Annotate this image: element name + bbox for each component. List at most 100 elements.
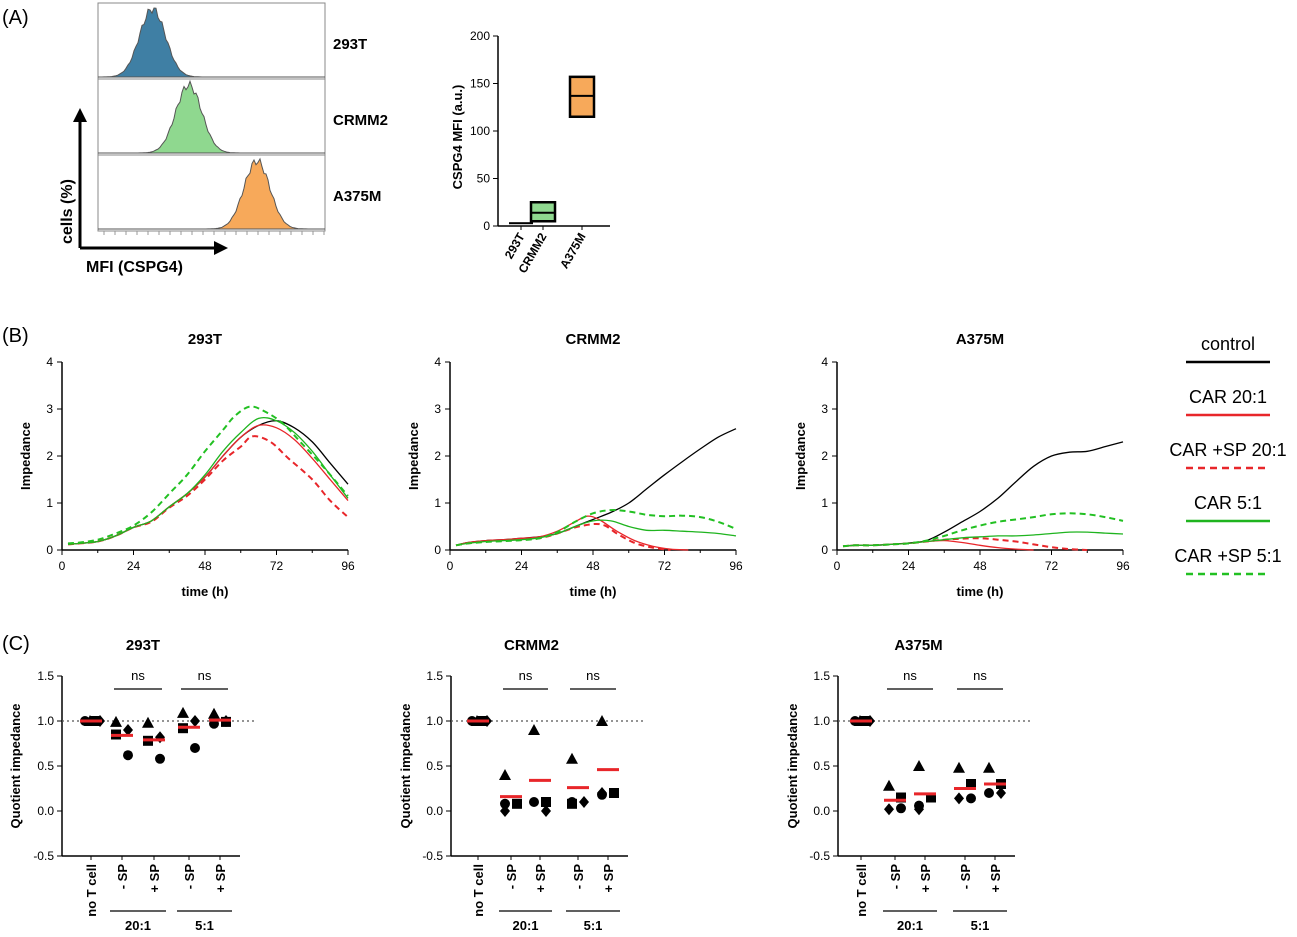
histogram-peak — [98, 7, 325, 78]
y-axis-label: Quotient impedance — [8, 704, 23, 829]
marker-diamond — [954, 792, 964, 805]
legend-label: CAR 20:1 — [1189, 387, 1267, 407]
legend: control CAR 20:1 CAR +SP 20:1 CAR 5:1 CAR +S… — [1169, 334, 1287, 576]
legend-label: CAR +SP 20:1 — [1169, 440, 1286, 460]
x-axis-label: time (h) — [182, 584, 229, 599]
marker-circle — [896, 803, 906, 814]
group-label: 20:1 — [125, 918, 151, 933]
marker-circle — [529, 797, 539, 807]
y-tick-label: 50 — [477, 172, 491, 186]
x-tick-label: 72 — [1045, 559, 1059, 573]
y-axis-label: Impedance — [793, 422, 808, 490]
marker-triangle — [177, 706, 189, 718]
x-tick-label: - SP — [888, 864, 903, 890]
marker-circle — [567, 797, 577, 807]
impedance-chart-a375m: A375M 0 1 2 3 4 0 24 48 72 96 time (h) Impedance — [793, 331, 1130, 599]
chart-title: A375M — [894, 637, 942, 654]
marker-triangle — [528, 724, 540, 735]
y-tick-label: 1.5 — [37, 669, 54, 683]
y-axis-label: CSPG4 MFI (a.u.) — [450, 85, 465, 190]
x-axis-label: time (h) — [570, 584, 617, 599]
marker-circle — [123, 750, 133, 761]
group-label: 5:1 — [195, 918, 214, 933]
y-tick-label: 2 — [434, 449, 441, 463]
series-line-car-sp-5-1 — [67, 405, 349, 545]
x-tick-label: 0 — [59, 559, 66, 573]
quotient-chart-293t: 293T -0.5 0.0 0.5 1.0 1.5 Quotient impedance no… — [8, 637, 256, 933]
histogram-peak — [98, 157, 325, 230]
y-axis-label: Impedance — [18, 422, 33, 490]
panel-label-c: (C) — [2, 633, 30, 655]
legend-label: CAR +SP 5:1 — [1174, 546, 1281, 566]
x-tick-label: 72 — [658, 559, 672, 573]
y-tick-label: 100 — [470, 124, 490, 138]
series-line-car-20-1 — [67, 424, 349, 546]
series-line-car-sp-20-1 — [842, 537, 1088, 551]
y-tick-label: 4 — [821, 355, 828, 369]
arrowhead — [73, 108, 87, 122]
series-line-car-5-1 — [67, 416, 349, 546]
significance-label: ns — [586, 668, 600, 683]
quotient-chart-crmm2: CRMM2 -0.5 0.0 0.5 1.0 1.5 Quotient impedance n… — [398, 637, 644, 933]
marker-triangle — [110, 715, 122, 727]
legend-label: CAR 5:1 — [1194, 493, 1262, 513]
marker-diamond — [123, 724, 133, 736]
marker-square — [512, 798, 522, 809]
x-tick-label: 0 — [834, 559, 841, 573]
marker-triangle — [499, 769, 511, 780]
series-line-car-sp-5-1 — [455, 509, 737, 547]
x-tick-label: + SP — [533, 864, 548, 893]
y-tick-label: 0.0 — [37, 804, 54, 818]
histogram-sample-label: A375M — [333, 188, 381, 205]
marker-square — [221, 716, 231, 727]
histogram-x-label: MFI (CSPG4) — [86, 259, 183, 276]
chart-title: 293T — [188, 331, 222, 348]
y-tick-label: 1.0 — [37, 714, 54, 728]
marker-circle — [984, 788, 994, 798]
series-line-control — [842, 441, 1124, 547]
marker-triangle — [883, 779, 895, 791]
x-tick-label: - SP — [571, 864, 586, 890]
y-tick-label: 4 — [434, 355, 441, 369]
x-tick-label: A375M — [557, 231, 588, 272]
y-axis-label: Quotient impedance — [785, 704, 800, 829]
x-tick-label: 24 — [127, 559, 141, 573]
significance-label: ns — [973, 668, 987, 683]
marker-circle — [966, 793, 976, 804]
marker-circle — [190, 743, 200, 753]
marker-square — [926, 792, 936, 803]
y-tick-label: 1.0 — [426, 714, 443, 728]
x-tick-label: 0 — [447, 559, 454, 573]
series-line-car-sp-20-1 — [67, 435, 349, 546]
y-tick-label: 150 — [470, 77, 490, 91]
y-tick-label: 0.5 — [426, 759, 443, 773]
x-tick-label: + SP — [918, 864, 933, 893]
marker-triangle — [596, 715, 608, 726]
x-tick-label: 48 — [973, 559, 987, 573]
series-line-control — [67, 420, 349, 546]
y-tick-label: 3 — [46, 402, 53, 416]
marker-triangle — [142, 716, 154, 728]
y-tick-label: 1 — [821, 496, 828, 510]
marker-diamond — [996, 787, 1006, 799]
marker-square — [896, 792, 906, 803]
marker-diamond — [884, 803, 894, 816]
quotient-chart-a375m: A375M -0.5 0.0 0.5 1.0 1.5 Quotient impedance n… — [785, 637, 1031, 933]
x-tick-label: 24 — [515, 559, 529, 573]
x-tick-label: - SP — [958, 864, 973, 890]
arrowhead — [214, 241, 228, 255]
y-tick-label: -0.5 — [33, 849, 54, 863]
y-axis-label: Impedance — [406, 422, 421, 490]
significance-label: ns — [198, 668, 212, 683]
marker-square — [609, 788, 619, 798]
group-label: 20:1 — [897, 918, 923, 933]
y-tick-label: 0.0 — [426, 804, 443, 818]
legend-label: control — [1201, 334, 1255, 354]
y-tick-label: 0.5 — [37, 759, 54, 773]
marker-triangle — [983, 761, 995, 773]
marker-triangle — [566, 752, 578, 764]
marker-square — [966, 779, 976, 789]
chart-title: 293T — [126, 637, 160, 654]
panel-label-a: (A) — [2, 7, 29, 29]
